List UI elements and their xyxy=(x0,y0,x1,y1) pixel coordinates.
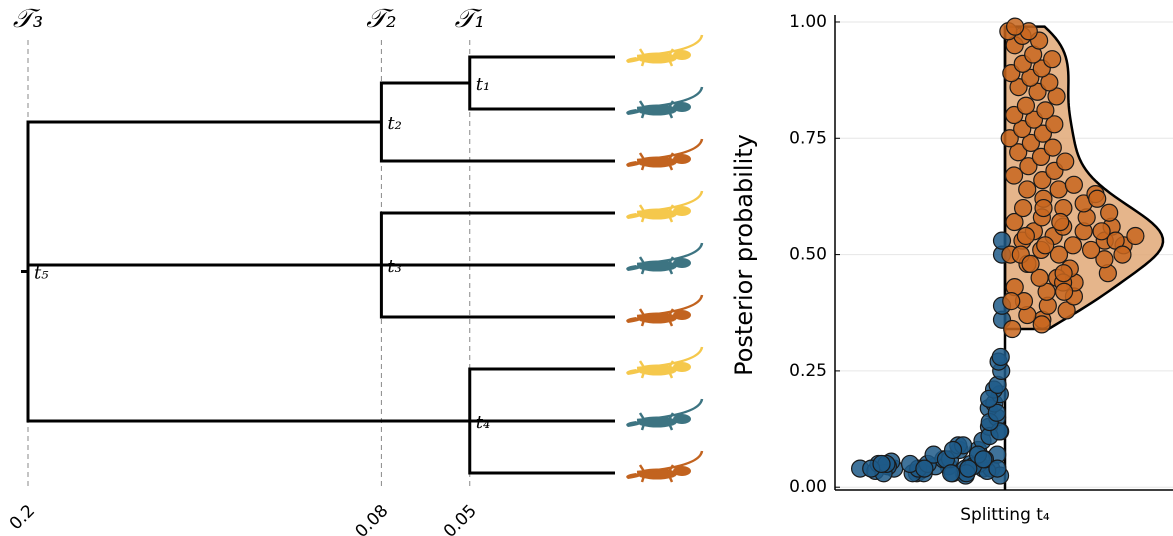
data-point xyxy=(1033,316,1050,333)
data-point xyxy=(992,348,1009,365)
data-point xyxy=(1037,237,1054,254)
data-point xyxy=(1064,237,1081,254)
y-tick-label: 0.50 xyxy=(789,245,827,265)
data-point xyxy=(1015,200,1032,217)
lizard-icon xyxy=(626,191,702,222)
data-point xyxy=(1127,227,1144,244)
data-point xyxy=(1057,153,1074,170)
y-tick-label: 0.25 xyxy=(789,361,827,381)
lizard-tail-tip xyxy=(637,295,702,316)
data-point xyxy=(916,460,933,477)
data-point xyxy=(873,455,890,472)
lizard-icon xyxy=(626,347,702,378)
lizard-icon xyxy=(626,451,702,482)
data-point xyxy=(1055,265,1072,282)
data-point xyxy=(1050,181,1067,198)
data-point xyxy=(1044,51,1061,68)
time-marker-label: 𝒯₁ xyxy=(455,4,485,34)
lizard-icon xyxy=(626,295,702,326)
data-point xyxy=(1004,321,1021,338)
time-marker-label: 𝒯₃ xyxy=(13,4,43,34)
data-point xyxy=(1017,227,1034,244)
data-point xyxy=(1114,246,1131,263)
figure: Posterior probability Splitting t₄ 0.2 0.… xyxy=(0,0,1173,536)
node-label: t₂ xyxy=(387,113,401,134)
lizard-tail-tip xyxy=(637,451,702,472)
y-tick-label: 0.75 xyxy=(789,128,827,148)
lizard-icon xyxy=(626,139,702,170)
lizard-tail-tip xyxy=(637,87,702,108)
node-label: t₃ xyxy=(387,256,401,277)
lizard-tail-tip xyxy=(637,35,702,56)
data-point xyxy=(1101,204,1118,221)
x-axis-label: Splitting t₄ xyxy=(960,505,1050,525)
data-point xyxy=(1019,181,1036,198)
page: Posterior probability Splitting t₄ 0.2 0.… xyxy=(0,0,1173,536)
node-label: t₁ xyxy=(476,74,490,95)
node-label: t₅ xyxy=(34,263,48,284)
data-point xyxy=(1003,293,1020,310)
lizard-icon xyxy=(626,399,702,430)
lizard-tail-tip xyxy=(637,347,702,368)
lizard-icon xyxy=(626,243,702,274)
lizard-tail-tip xyxy=(637,243,702,264)
lizard-icon xyxy=(626,35,702,66)
data-point xyxy=(1035,200,1052,217)
data-point xyxy=(975,451,992,468)
data-point xyxy=(1052,214,1069,231)
node-label: t₄ xyxy=(476,412,490,433)
data-point xyxy=(1037,102,1054,119)
data-point xyxy=(1065,176,1082,193)
y-axis-label: Posterior probability xyxy=(730,134,758,376)
data-point xyxy=(1089,190,1106,207)
data-point xyxy=(1007,18,1024,35)
lizard-icon xyxy=(626,87,702,118)
time-marker-label: 𝒯₂ xyxy=(366,4,396,34)
y-tick-label: 0.00 xyxy=(789,477,827,497)
time-tick-label: 0.2 xyxy=(6,501,39,534)
data-point xyxy=(945,441,962,458)
time-tick-label: 0.05 xyxy=(440,501,481,536)
lizard-tail-tip xyxy=(637,139,702,160)
lizard-tail-tip xyxy=(637,191,702,212)
data-point xyxy=(1017,97,1034,114)
lizard-tail-tip xyxy=(637,399,702,420)
time-tick-label: 0.08 xyxy=(352,501,393,536)
data-point xyxy=(1022,255,1039,272)
data-point xyxy=(943,465,960,482)
y-tick-label: 1.00 xyxy=(789,12,827,32)
data-point xyxy=(1056,283,1073,300)
